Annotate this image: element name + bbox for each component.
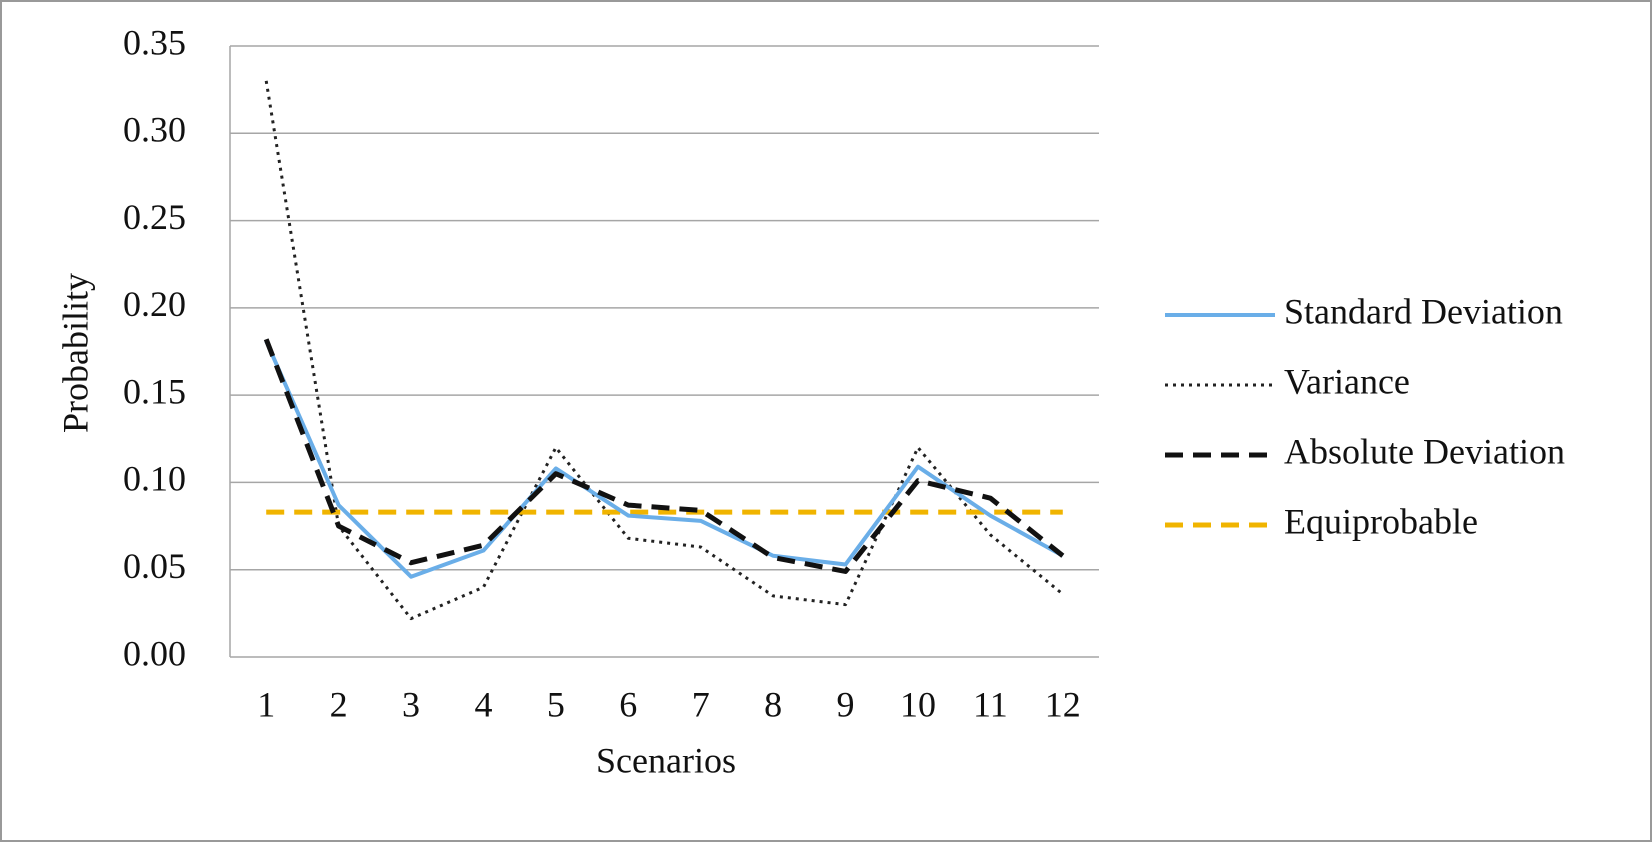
x-tick-label: 9 — [837, 684, 855, 724]
y-tick-label: 0.35 — [123, 22, 186, 62]
x-tick-label: 12 — [1045, 684, 1081, 724]
series-line — [263, 338, 1065, 574]
legend-label: Absolute Deviation — [1284, 431, 1565, 471]
x-tick-label: 11 — [973, 684, 1008, 724]
series-line — [264, 340, 1064, 579]
y-tick-label: 0.15 — [123, 371, 186, 411]
x-tick-label: 3 — [402, 684, 420, 724]
legend-label: Variance — [1284, 361, 1410, 401]
x-tick-label: 4 — [474, 684, 492, 724]
legend-label: Standard Deviation — [1284, 291, 1563, 331]
y-axis-title: Probability — [55, 273, 95, 433]
y-tick-label: 0.20 — [123, 284, 186, 324]
series-line — [264, 80, 1064, 621]
x-tick-label: 10 — [900, 684, 936, 724]
y-tick-label: 0.05 — [123, 546, 186, 586]
x-tick-label: 7 — [692, 684, 710, 724]
y-tick-label: 0.30 — [123, 110, 186, 150]
x-tick-label: 5 — [547, 684, 565, 724]
x-tick-label: 1 — [257, 684, 275, 724]
legend-label: Equiprobable — [1284, 501, 1478, 541]
x-tick-label: 2 — [330, 684, 348, 724]
y-tick-label: 0.10 — [123, 459, 186, 499]
x-axis-title: Scenarios — [596, 740, 736, 780]
y-tick-label: 0.25 — [123, 197, 186, 237]
x-tick-label: 6 — [619, 684, 637, 724]
y-tick-label: 0.00 — [123, 633, 186, 673]
x-tick-label: 8 — [764, 684, 782, 724]
